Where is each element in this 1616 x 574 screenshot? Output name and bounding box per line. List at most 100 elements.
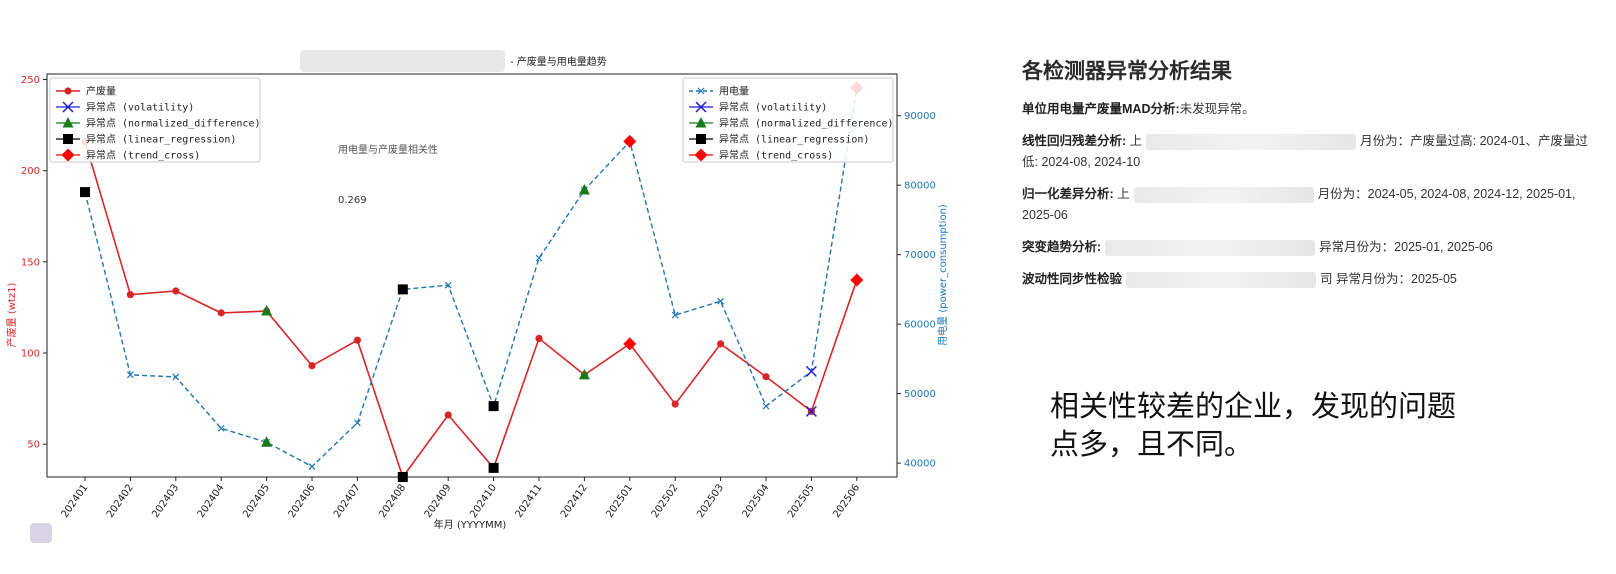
waste-point <box>535 334 543 343</box>
waste-point <box>308 362 316 370</box>
waste-point <box>126 291 134 299</box>
anomaly-marker-power <box>578 184 590 195</box>
plot-frame <box>46 73 898 478</box>
redaction-block <box>1105 239 1316 256</box>
title-redaction <box>300 50 505 72</box>
corner-redaction <box>30 523 52 543</box>
anomaly-marker-waste <box>261 305 273 316</box>
x-tick-label: 202408 <box>377 482 408 520</box>
trend-chart: - 产废量与用电量趋势 50 100 150 200 250 40000 50000 60000… <box>0 40 980 574</box>
legend-right-entry: 异常点 (linear_regression) <box>719 133 869 146</box>
x-tick-label: 202407 <box>332 482 363 520</box>
analysis-item-label: 波动性同步性检验 <box>1022 272 1123 286</box>
redaction-block <box>1133 186 1314 203</box>
anomaly-marker-waste <box>850 273 864 287</box>
x-tick-label: 202502 <box>650 482 681 520</box>
legend-marker <box>694 148 708 162</box>
analysis-panel: 各检测器异常分析结果 单位用电量产废量MAD分析:未发现异常。线性回归残差分析:… <box>1022 55 1602 301</box>
waste-point <box>444 411 452 419</box>
series-line-power <box>84 87 858 468</box>
left-tick-label: 150 <box>21 257 40 268</box>
anomaly-marker-waste <box>578 368 590 380</box>
x-tick-label: 202405 <box>241 482 272 520</box>
power-point <box>126 371 134 379</box>
analysis-list: 单位用电量产废量MAD分析:未发现异常。线性回归残差分析: 上月份为：产废量过高… <box>1022 99 1602 290</box>
power-point <box>353 419 361 427</box>
legend-marker <box>695 117 707 128</box>
legend-point <box>64 87 72 95</box>
x-tick-label: 202411 <box>514 482 545 520</box>
analysis-item-label: 单位用电量产废量MAD分析: <box>1022 102 1180 116</box>
anomaly-marker-power <box>80 187 90 198</box>
waste-point <box>762 373 770 381</box>
correlation-value: 0.269 <box>338 195 367 206</box>
anomaly-marker-power <box>261 436 273 447</box>
redaction-block <box>1146 133 1357 150</box>
legend-left-entry: 产废量 <box>86 85 116 98</box>
x-tick-label: 202402 <box>105 482 136 520</box>
left-tick-label: 100 <box>21 349 40 360</box>
right-tick-label: 40000 <box>904 459 936 470</box>
redaction-block <box>1126 271 1317 288</box>
analysis-item-lead: 上 <box>1126 134 1143 148</box>
x-tick-label: 202406 <box>287 482 318 520</box>
waste-point <box>217 309 225 317</box>
power-point <box>172 373 180 381</box>
legend-left-entry: 异常点 (trend_cross) <box>86 149 200 162</box>
analysis-title: 各检测器异常分析结果 <box>1022 59 1232 83</box>
note-text: 相关性较差的企业，发现的问题点多，且不同。 <box>1050 389 1457 461</box>
analysis-item-label: 线性回归残差分析: <box>1022 134 1127 148</box>
series-line-waste <box>84 141 858 479</box>
legend-marker <box>62 101 74 113</box>
analysis-item-text: 月份为：2024-05, 2024-08, 2024-12, 2025-01, … <box>1022 187 1576 222</box>
power-point <box>308 463 316 471</box>
legend-left-entry: 异常点 (normalized_difference) <box>86 117 261 130</box>
legend-left-box <box>49 77 261 163</box>
analysis-item-text: 月份为：产废量过高: 2024-01、产废量过低: 2024-08, 2024-… <box>1022 134 1588 169</box>
power-point <box>217 424 225 432</box>
legend-left-entry: 异常点 (volatility) <box>86 101 194 114</box>
left-tick-label: 200 <box>21 166 40 177</box>
x-tick-label: 202504 <box>741 482 772 520</box>
legend-right-entry: 用电量 <box>719 85 749 98</box>
anomaly-marker-power <box>488 401 499 412</box>
chart-svg: - 产废量与用电量趋势 50 100 150 200 250 40000 50000 60000… <box>5 55 949 531</box>
analysis-item-label: 突变趋势分析: <box>1022 240 1102 254</box>
x-axis-label: 年月 (YYYYMM) <box>434 518 507 531</box>
legend-marker <box>62 117 74 128</box>
legend-right-entry: 异常点 (trend_cross) <box>719 149 833 162</box>
x-tick-label: 202506 <box>831 482 862 520</box>
right-tick-label: 90000 <box>904 111 936 122</box>
power-point <box>535 254 543 262</box>
analysis-item: 归一化差异分析: 上月份为：2024-05, 2024-08, 2024-12,… <box>1022 184 1602 226</box>
waste-point <box>353 336 361 344</box>
anomaly-marker-waste <box>488 462 499 473</box>
left-tick-label: 250 <box>21 75 40 86</box>
waste-point <box>717 340 725 348</box>
analysis-item-text: 异常月份为：2025-01, 2025-06 <box>1319 240 1493 254</box>
legend-point <box>697 87 705 95</box>
anomaly-marker-waste <box>805 405 817 417</box>
anomaly-marker-waste <box>397 472 408 482</box>
analysis-item: 单位用电量产废量MAD分析:未发现异常。 <box>1022 99 1602 120</box>
correlation-label: 用电量与产废量相关性 <box>338 143 438 156</box>
right-tick-label: 70000 <box>904 250 936 261</box>
legend-left-entry: 异常点 (linear_regression) <box>86 133 236 146</box>
analysis-item-label: 归一化差异分析: <box>1022 187 1114 201</box>
legend-marker <box>61 148 75 162</box>
power-point <box>762 402 770 410</box>
legend-right-box <box>682 77 894 163</box>
right-tick-label: 80000 <box>904 181 936 192</box>
legend-right-entry: 异常点 (volatility) <box>719 101 827 114</box>
x-tick-label: 202412 <box>559 482 590 520</box>
x-tick-label: 202505 <box>786 482 817 520</box>
anomaly-marker-waste <box>623 337 637 351</box>
power-point <box>444 281 452 289</box>
right-axis-label: 用电量 (power_consumption) <box>936 204 949 346</box>
x-tick-label: 202404 <box>196 482 227 520</box>
chart-title: - 产废量与用电量趋势 <box>510 55 607 68</box>
x-tick-label: 202503 <box>695 482 726 520</box>
legend-right-entry: 异常点 (normalized_difference) <box>719 117 894 130</box>
x-tick-label: 202409 <box>423 482 454 520</box>
x-tick-label: 202401 <box>60 482 91 520</box>
